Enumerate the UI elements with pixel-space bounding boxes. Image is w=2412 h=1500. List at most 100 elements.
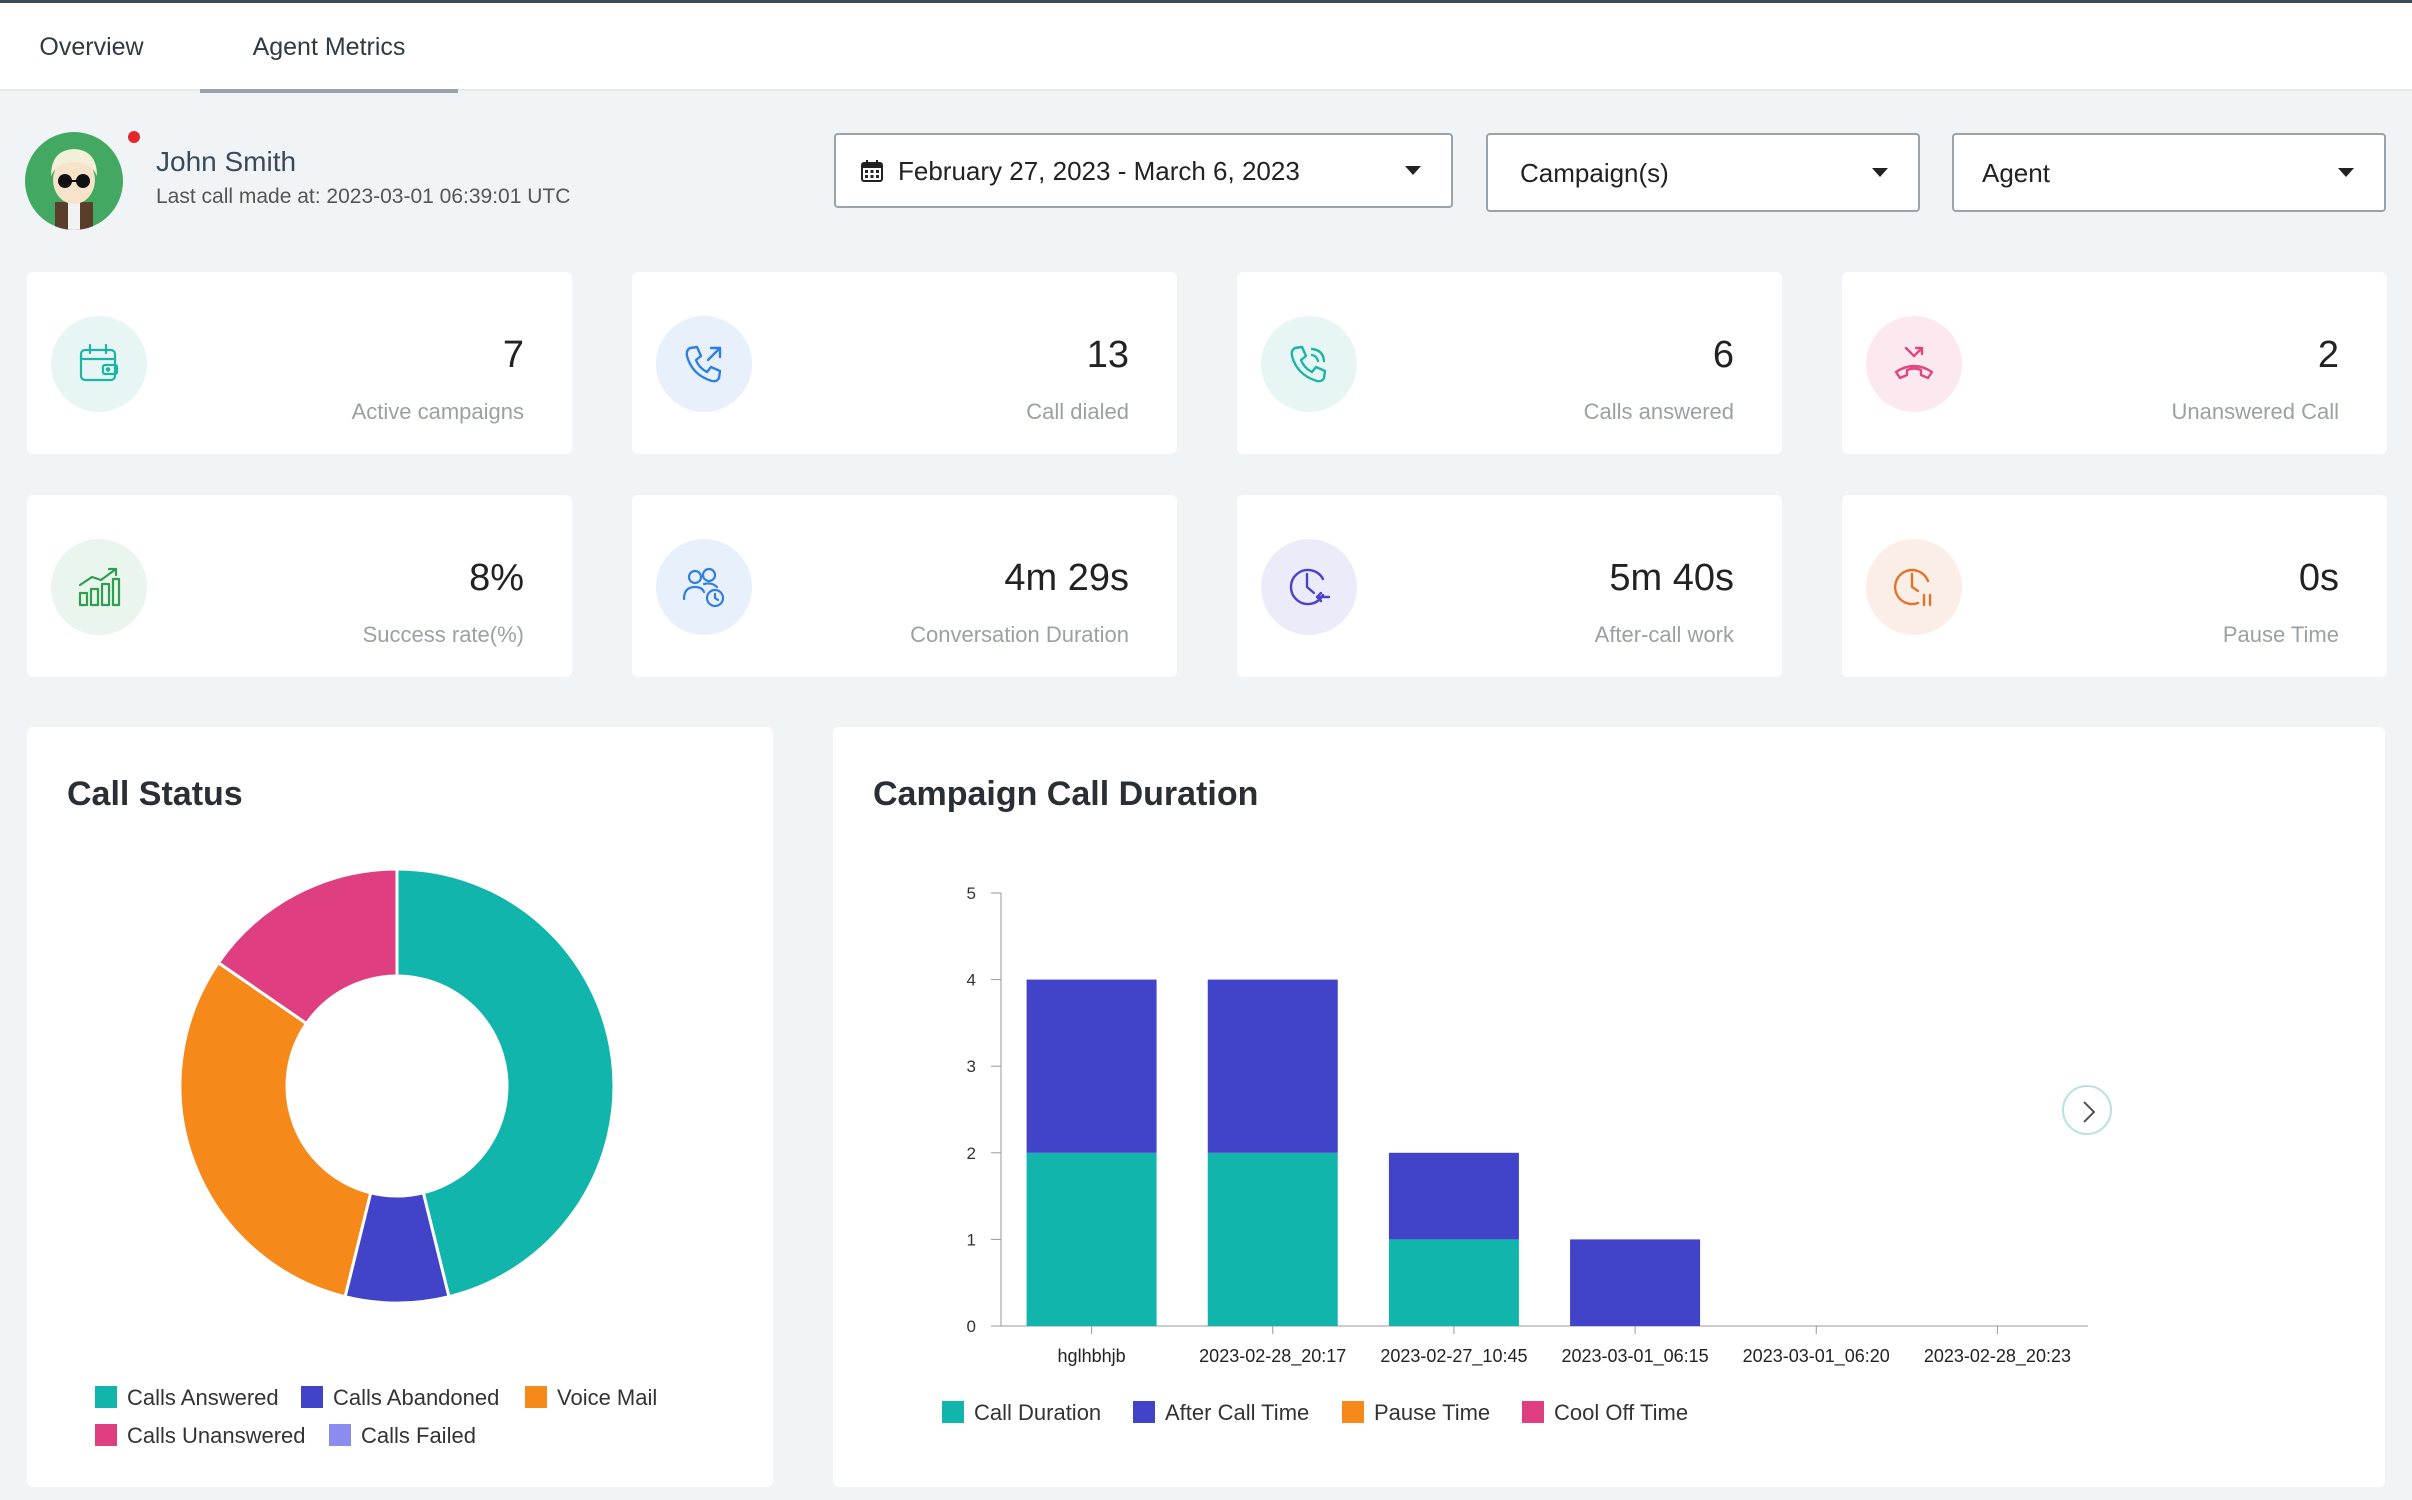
agent-name: John Smith [156, 146, 297, 177]
x-tick-label: 2023-02-28_20:17 [1199, 1346, 1346, 1367]
bar-segment[interactable] [1207, 979, 1338, 1153]
stat-card-success-rate: 8% Success rate(%) [27, 495, 572, 677]
tab-bar: Overview Agent Metrics [0, 3, 2412, 93]
stat-card-pause-time: 0s Pause Time [1842, 495, 2387, 677]
legend-label: Calls Answered [127, 1385, 279, 1410]
stat-card-call-dialed: 13 Call dialed [632, 272, 1177, 454]
bar-segment[interactable] [1026, 979, 1157, 1153]
y-tick-label: 3 [967, 1057, 976, 1076]
stat-value: 5m 40s [1609, 557, 1734, 599]
legend-item[interactable]: Calls Answered [95, 1385, 279, 1411]
legend-item[interactable]: Cool Off Time [1522, 1400, 1688, 1426]
donut-slice[interactable] [178, 960, 373, 1299]
last-call-text: Last call made at: 2023-03-01 06:39:01 U… [156, 185, 571, 208]
x-tick-label: 2023-02-27_10:45 [1380, 1346, 1527, 1367]
bar-segment[interactable] [1026, 1152, 1157, 1326]
call-status-panel: Call Status Calls Answered Calls Abandon… [27, 727, 773, 1487]
phone-outgoing-icon [656, 316, 752, 412]
donut-slice[interactable] [343, 1190, 451, 1305]
y-tick-label: 5 [967, 884, 976, 903]
stat-value: 2 [2317, 334, 2339, 376]
y-tick-label: 1 [967, 1230, 976, 1249]
bar-segment[interactable] [1570, 1239, 1701, 1326]
caret-down-icon [2338, 168, 2354, 177]
users-clock-icon [656, 539, 752, 635]
call-status-donut-chart [178, 867, 616, 1305]
chart-next-button[interactable] [2062, 1085, 2112, 1135]
clock-pause-icon [1866, 539, 1962, 635]
stat-label: Success rate(%) [362, 622, 524, 647]
stat-value: 7 [502, 334, 524, 376]
legend-label: Call Duration [974, 1400, 1102, 1425]
legend-label: Cool Off Time [1554, 1400, 1689, 1425]
legend-label: Calls Abandoned [333, 1385, 500, 1410]
legend-item[interactable]: Calls Abandoned [301, 1385, 499, 1411]
legend-swatch [301, 1386, 323, 1408]
top-border [0, 0, 2412, 3]
legend-label: After Call Time [1165, 1400, 1310, 1425]
stat-label: Conversation Duration [910, 622, 1129, 647]
stat-card-after-call-work: 5m 40s After-call work [1237, 495, 1782, 677]
date-range-picker[interactable]: February 27, 2023 - March 6, 2023 [834, 133, 1453, 208]
panel-title: Call Status [67, 775, 243, 813]
agent-select[interactable]: Agent [1952, 133, 2386, 212]
stat-value: 4m 29s [1004, 557, 1129, 599]
legend-swatch [95, 1386, 117, 1408]
legend-item[interactable]: Calls Unanswered [95, 1423, 306, 1449]
legend-swatch [329, 1424, 351, 1446]
legend-swatch [95, 1424, 117, 1446]
stat-card-calls-answered: 6 Calls answered [1237, 272, 1782, 454]
panel-title: Campaign Call Duration [873, 775, 1259, 813]
stat-value: 13 [1086, 334, 1129, 376]
stat-label: After-call work [1594, 622, 1734, 647]
legend-item[interactable]: Calls Failed [329, 1423, 476, 1449]
legend-swatch [525, 1386, 547, 1408]
phone-ringing-icon [1261, 316, 1357, 412]
x-tick-label: 2023-03-01_06:15 [1562, 1346, 1709, 1367]
agent-select-value: Agent [1982, 158, 2050, 188]
legend-swatch [1522, 1401, 1544, 1423]
x-tick-label: 2023-02-28_20:23 [1924, 1346, 2071, 1367]
stat-label: Pause Time [2222, 622, 2339, 647]
campaign-call-duration-panel: Campaign Call Duration 0 1 2 3 4 5 hglhbhjb 202… [833, 727, 2385, 1487]
donut-slice[interactable] [395, 867, 616, 1299]
legend-item[interactable]: Call Duration [942, 1400, 1101, 1426]
stat-label: Call dialed [1026, 399, 1129, 424]
stat-label: Calls answered [1583, 399, 1734, 424]
x-tick-label: hglhbhjb [1058, 1346, 1126, 1366]
legend-swatch [1133, 1401, 1155, 1423]
stat-label: Active campaigns [351, 399, 524, 424]
bar-segment[interactable] [1388, 1152, 1519, 1240]
campaign-select[interactable]: Campaign(s) [1486, 133, 1920, 212]
bar-growth-icon [51, 539, 147, 635]
tab-overview[interactable]: Overview [39, 33, 144, 61]
stat-value: 0s [2298, 557, 2339, 599]
legend-item[interactable]: After Call Time [1133, 1400, 1309, 1426]
stat-value: 8% [469, 557, 524, 599]
legend-item[interactable]: Voice Mail [525, 1385, 657, 1411]
chevron-right-icon [2083, 1101, 2096, 1123]
stat-value: 6 [1712, 334, 1734, 376]
y-tick-label: 0 [967, 1317, 976, 1336]
legend-label: Pause Time [1374, 1400, 1491, 1425]
legend-item[interactable]: Pause Time [1342, 1400, 1490, 1426]
donut-slice[interactable] [216, 867, 399, 1026]
caret-down-icon [1872, 168, 1888, 177]
campaign-call-duration-bar-chart: 0 1 2 3 4 5 hglhbhjb 2023-02-28_20:17 2023-02-27… [967, 884, 2088, 1367]
y-tick-label: 4 [967, 971, 976, 990]
avatar [25, 132, 123, 230]
legend-label: Calls Unanswered [127, 1423, 306, 1448]
tab-agent-metrics[interactable]: Agent Metrics [200, 3, 458, 93]
calendar-icon [861, 160, 883, 182]
legend-label: Calls Failed [361, 1423, 476, 1448]
legend-swatch [942, 1401, 964, 1423]
campaign-select-value: Campaign(s) [1520, 158, 1669, 188]
bar-segment[interactable] [1207, 1152, 1338, 1326]
stat-label: Unanswered Call [2171, 399, 2339, 424]
stat-card-active-campaigns: 7 Active campaigns [27, 272, 572, 454]
stat-card-conversation-duration: 4m 29s Conversation Duration [632, 495, 1177, 677]
clock-back-icon [1261, 539, 1357, 635]
online-status-dot [128, 131, 140, 143]
bar-segment[interactable] [1388, 1239, 1519, 1326]
caret-down-icon [1405, 166, 1421, 175]
